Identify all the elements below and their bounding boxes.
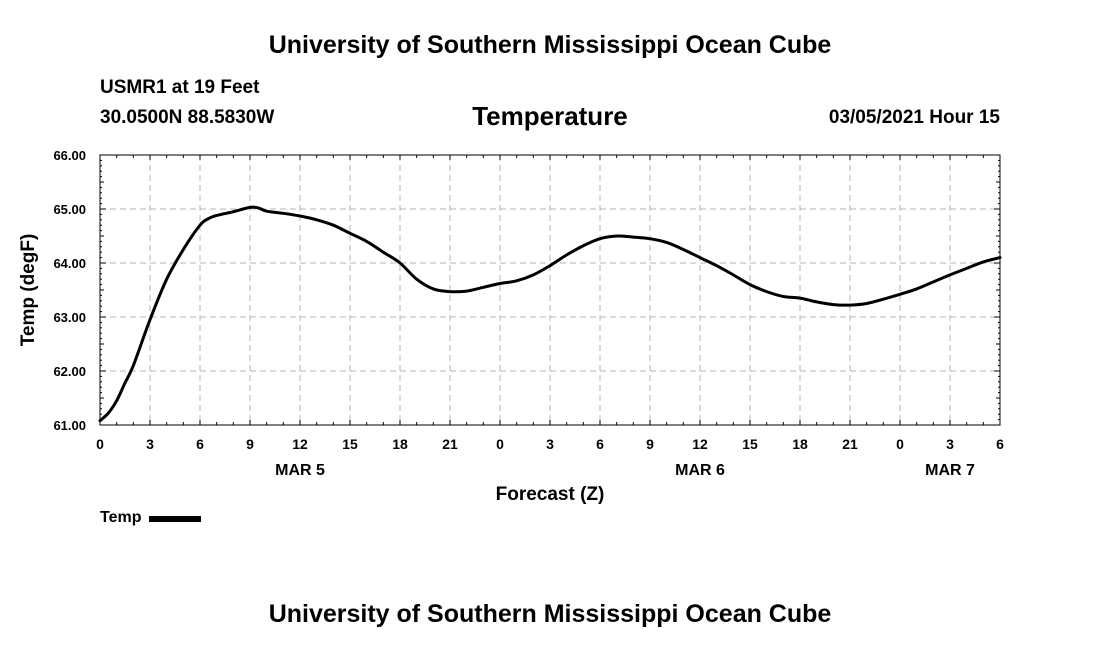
- y-tick-label: 64.00: [53, 256, 86, 271]
- y-tick-label: 63.00: [53, 310, 86, 325]
- x-tick-label: 18: [392, 436, 408, 452]
- datetime-label: 03/05/2021 Hour 15: [828, 107, 1000, 128]
- x-tick-label: 3: [146, 436, 154, 452]
- x-tick-label: 15: [342, 436, 358, 452]
- legend-swatch: [149, 516, 202, 522]
- legend-label: Temp: [100, 509, 142, 526]
- x-tick-label: 3: [946, 436, 954, 452]
- x-tick-label: 12: [692, 436, 708, 452]
- chart-title: Temperature: [472, 101, 628, 131]
- x-tick-label: 21: [442, 436, 458, 452]
- x-axis-label: Forecast (Z): [496, 484, 605, 505]
- y-tick-label: 65.00: [53, 202, 86, 217]
- x-tick-label: 18: [792, 436, 808, 452]
- day-label: MAR 5: [275, 462, 325, 479]
- y-tick-label: 66.00: [53, 148, 86, 163]
- x-tick-label: 0: [496, 436, 504, 452]
- page-title: University of Southern Mississippi Ocean…: [268, 31, 832, 59]
- x-tick-label: 3: [546, 436, 554, 452]
- x-tick-label: 6: [196, 436, 204, 452]
- day-label: MAR 7: [925, 462, 975, 479]
- x-tick-label: 12: [292, 436, 308, 452]
- legend: Temp: [100, 509, 202, 527]
- station-label: USMR1 at 19 Feet: [100, 77, 260, 98]
- x-tick-label: 9: [646, 436, 654, 452]
- x-tick-label: 0: [96, 436, 104, 452]
- coordinates-label: 30.0500N 88.5830W: [100, 107, 275, 128]
- y-tick-label: 62.00: [53, 364, 86, 379]
- day-label: MAR 6: [675, 462, 725, 479]
- y-axis-label: Temp (degF): [18, 234, 39, 347]
- x-tick-label: 0: [896, 436, 904, 452]
- x-tick-label: 15: [742, 436, 758, 452]
- x-tick-label: 9: [246, 436, 254, 452]
- x-tick-label: 6: [596, 436, 604, 452]
- y-tick-label: 61.00: [53, 418, 86, 433]
- x-tick-label: 6: [996, 436, 1004, 452]
- series-line-temp: [98, 205, 1002, 423]
- x-tick-label: 21: [842, 436, 858, 452]
- footer-title: University of Southern Mississippi Ocean…: [268, 600, 832, 628]
